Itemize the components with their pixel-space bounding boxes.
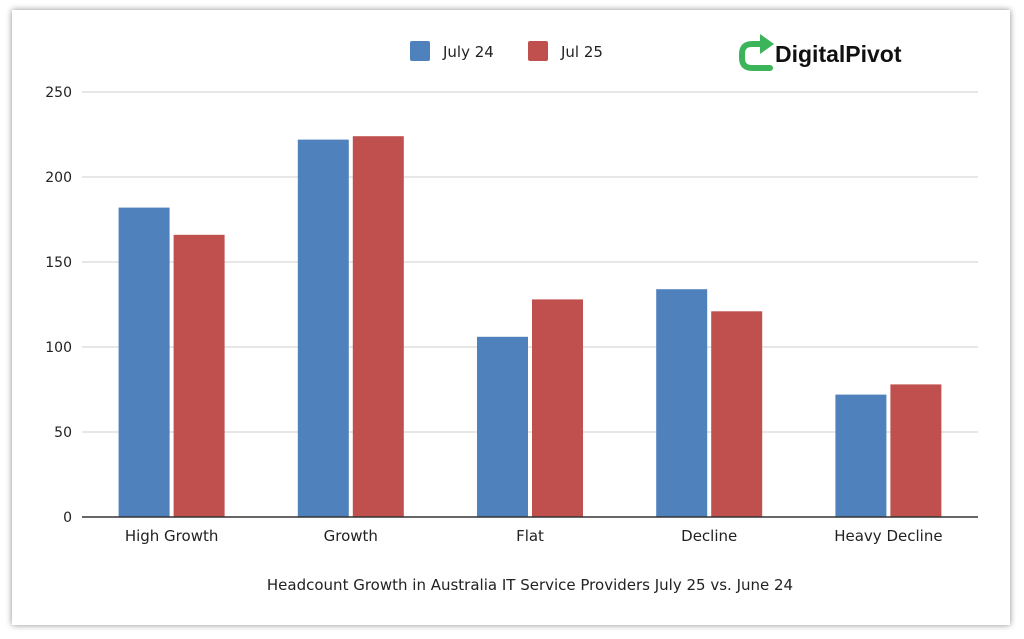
y-tick-label: 150 xyxy=(45,255,72,271)
refresh-arrow-icon xyxy=(739,34,774,71)
y-tick-label: 200 xyxy=(45,170,72,186)
bar-series-1 xyxy=(835,394,887,517)
gridlines xyxy=(82,91,978,433)
y-tick-label: 250 xyxy=(45,85,72,101)
brand-logo: DigitalPivot xyxy=(739,34,902,71)
bars xyxy=(118,136,942,518)
bar-series-1 xyxy=(297,139,349,517)
bar-series-2 xyxy=(890,384,942,517)
x-tick-label: Decline xyxy=(681,527,737,545)
x-tick-label: High Growth xyxy=(125,527,219,545)
x-axis-ticks: High Growth Growth Flat Decline Heavy Declin… xyxy=(125,527,943,545)
legend: July 24 Jul 25 xyxy=(410,41,603,61)
y-tick-label: 0 xyxy=(63,510,72,526)
legend-swatch xyxy=(528,41,548,61)
bar-series-1 xyxy=(477,336,528,517)
bar-series-2 xyxy=(532,299,583,517)
bar-series-2 xyxy=(352,136,404,517)
y-axis-ticks: 0 50 100 150 200 250 xyxy=(45,85,72,526)
bar-series-1 xyxy=(118,207,170,517)
x-tick-label: Heavy Decline xyxy=(834,527,942,545)
bar-series-1 xyxy=(656,289,708,517)
x-tick-label: Flat xyxy=(516,527,544,545)
legend-swatch xyxy=(410,41,430,61)
legend-label: Jul 25 xyxy=(560,43,603,61)
x-axis-label: Headcount Growth in Australia IT Service… xyxy=(267,576,793,594)
legend-label: July 24 xyxy=(442,43,494,61)
bar-series-2 xyxy=(173,234,225,518)
x-tick-label: Growth xyxy=(324,527,378,545)
y-tick-label: 100 xyxy=(45,340,72,356)
y-tick-label: 50 xyxy=(54,425,72,441)
brand-name: DigitalPivot xyxy=(775,41,902,67)
bar-series-2 xyxy=(711,311,763,517)
